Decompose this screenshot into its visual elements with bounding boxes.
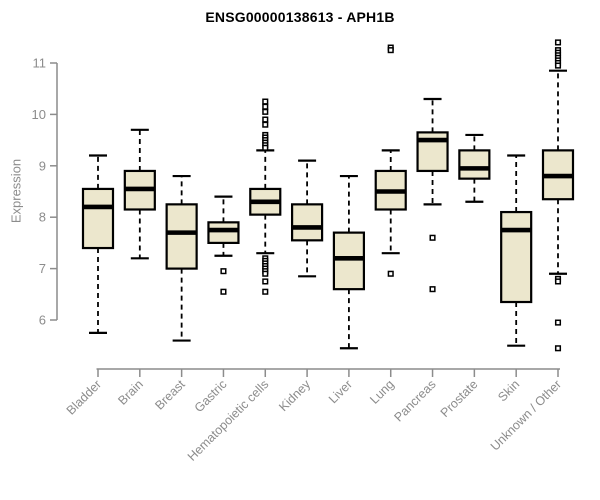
- boxplot-hematopoietic-cells-outlier: [262, 98, 269, 105]
- boxplot-skin-box: [500, 210, 533, 304]
- x-tick-label-gastric: Gastric: [192, 377, 230, 415]
- boxplot-breast-box: [165, 203, 198, 270]
- boxplot-hematopoietic-cells-outlier: [262, 121, 269, 128]
- chart-title: ENSG00000138613 - APH1B: [205, 9, 395, 25]
- x-tick-label-kidney: Kidney: [276, 377, 313, 414]
- boxplot-hematopoietic-cells-outlier: [262, 144, 269, 151]
- boxplot-prostate-box: [458, 149, 491, 180]
- x-tick-label-skin: Skin: [495, 377, 522, 404]
- boxplot-unknown-other-outlier: [554, 319, 562, 326]
- x-tick-label-unknown-other: Unknown / Other: [488, 377, 564, 453]
- boxplot-kidney-box: [290, 203, 324, 242]
- boxplot-pancreas-outlier: [429, 234, 436, 241]
- y-tick-label-8: 8: [39, 210, 46, 225]
- boxplot-unknown-other-outlier: [554, 345, 562, 352]
- boxplot-gastric-outlier: [220, 288, 227, 295]
- boxplot-lung-outlier: [387, 270, 394, 277]
- boxplot-hematopoietic-cells-outlier: [262, 116, 269, 123]
- x-tick-label-bladder: Bladder: [64, 377, 104, 417]
- boxplot-hematopoietic-cells-outlier: [262, 108, 269, 115]
- y-tick-label-7: 7: [39, 261, 46, 276]
- y-tick-label-9: 9: [39, 158, 46, 173]
- x-tick-label-pancreas: Pancreas: [391, 377, 438, 424]
- boxplot-hematopoietic-cells-outlier: [262, 103, 269, 110]
- boxplot-hematopoietic-cells-outlier: [262, 278, 269, 285]
- x-tick-label-brain: Brain: [115, 377, 146, 408]
- boxplot-gastric-outlier: [220, 268, 227, 275]
- boxplot-hematopoietic-cells-outlier: [262, 288, 269, 295]
- boxplot-gastric-box: [207, 221, 240, 244]
- boxplot-unknown-other-outlier: [554, 39, 562, 46]
- x-tick-label-prostate: Prostate: [438, 377, 481, 420]
- y-tick-label-6: 6: [39, 313, 46, 328]
- y-tick-label-11: 11: [33, 56, 47, 71]
- boxplot-bladder-box: [81, 187, 115, 250]
- boxplot-unknown-other-outlier: [554, 62, 562, 69]
- boxplot-hematopoietic-cells-outlier: [262, 270, 269, 277]
- x-tick-label-liver: Liver: [326, 377, 355, 406]
- boxplot-unknown-other-outlier: [554, 278, 562, 285]
- boxplot-liver-box: [332, 231, 366, 291]
- boxplot-lung-outlier: [387, 47, 394, 54]
- y-tick-label-10: 10: [32, 107, 46, 122]
- boxplot-pancreas-outlier: [429, 286, 436, 293]
- x-tick-label-lung: Lung: [367, 377, 397, 407]
- x-tick-label-breast: Breast: [152, 377, 188, 413]
- x-tick-label-hematopoietic-cells: Hematopoietic cells: [185, 377, 272, 464]
